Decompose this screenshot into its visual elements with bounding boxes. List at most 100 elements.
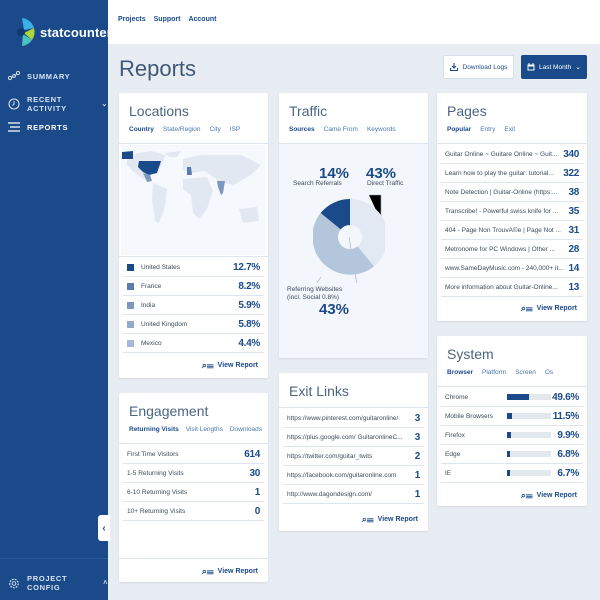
row-label: Mobile Browsers — [445, 412, 494, 420]
calendar-icon — [527, 63, 535, 71]
table-row[interactable]: Transcribe! - Powerful swiss knife for .… — [441, 202, 583, 221]
table-row[interactable]: Chrome 49.6% — [441, 388, 583, 407]
share-bar — [507, 451, 551, 457]
sidebar-item-label: PROJECT CONFIG — [27, 574, 68, 592]
tab-downloads[interactable]: Downloads — [229, 426, 263, 433]
row-label: Edge — [445, 450, 461, 458]
tab-keywords[interactable]: Keywords — [366, 126, 396, 133]
table-row[interactable]: 404 - Page Non TrouvÃ©e | Page Not ... 31 — [441, 221, 583, 240]
row-label: India — [141, 301, 156, 309]
table-row[interactable]: https://facebook.com/guitaronline.com 1 — [283, 466, 424, 485]
view-report-link[interactable]: ⌕☰ View Report — [362, 514, 418, 525]
tab-exit[interactable]: Exit — [504, 126, 516, 133]
table-row[interactable]: Edge 6.8% — [441, 445, 583, 464]
tab-entry[interactable]: Entry — [480, 126, 496, 133]
traffic-donut-chart[interactable] — [313, 191, 385, 283]
table-row[interactable]: United States 12.7% — [123, 258, 264, 277]
table-row[interactable]: First Time Visitors 614 — [123, 445, 264, 464]
period-label: Last Month — [538, 63, 572, 71]
legend-swatch — [127, 320, 134, 328]
download-logs-button[interactable]: Download Logs — [443, 55, 514, 79]
topnav-projects[interactable]: Projects — [118, 16, 146, 23]
topnav-support[interactable]: Support — [153, 16, 181, 23]
sidebar-item-project-config[interactable]: PROJECT CONFIG ˄ — [8, 574, 108, 592]
sidebar-item-label: SUMMARY — [27, 71, 71, 81]
table-row[interactable]: Mexico 4.4% — [123, 334, 264, 353]
tab-platform[interactable]: Platform — [482, 369, 507, 376]
report-icon: ⌕☰ — [361, 514, 374, 524]
tab-country[interactable]: Country — [129, 126, 154, 133]
logo[interactable]: statcounter — [8, 16, 112, 48]
sidebar-item-summary[interactable]: SUMMARY — [8, 70, 70, 82]
tab-returning-visits[interactable]: Returning Visits — [129, 426, 179, 433]
row-value: 12.7% — [233, 261, 260, 273]
table-row[interactable]: Firefox 9.9% — [441, 426, 583, 445]
sidebar-item-recent-activity[interactable]: RECENT ACTIVITY ⌄ — [8, 95, 108, 113]
row-value: 38 — [568, 186, 579, 198]
view-report-link[interactable]: ⌕☰ View Report — [521, 490, 577, 501]
row-label: https://www.pinterest.com/guitaronline/ — [287, 414, 399, 422]
table-row[interactable]: 6-10 Returning Visits 1 — [123, 483, 264, 502]
direct-traffic-value: 43% — [366, 165, 397, 182]
row-label: https://facebook.com/guitaronline.com — [287, 471, 397, 479]
row-value: 322 — [563, 167, 579, 179]
tab-isp[interactable]: ISP — [229, 126, 241, 133]
row-value: 1 — [414, 488, 421, 500]
row-label: Chrome — [445, 393, 469, 401]
row-value: 13 — [568, 281, 579, 293]
row-value: 28 — [568, 243, 579, 255]
chevron-down-icon: ⌄ — [101, 101, 108, 108]
table-row[interactable]: https://plus.google.com/ GuitaronlineC..… — [283, 428, 424, 447]
view-report-link[interactable]: ⌕☰ View Report — [202, 360, 258, 371]
table-row[interactable]: More information about Guitar-Online... 1… — [441, 278, 583, 297]
table-row[interactable]: https://twitter.com/guitar_twits 2 — [283, 447, 424, 466]
collapse-sidebar-button[interactable]: ‹ — [98, 515, 110, 541]
sidebar-item-reports[interactable]: REPORTS — [8, 121, 68, 133]
world-map[interactable] — [121, 145, 266, 255]
tab-screen[interactable]: Screen — [515, 369, 536, 376]
divider — [279, 143, 428, 144]
tab-popular[interactable]: Popular — [447, 126, 472, 133]
row-value: 11.5% — [552, 410, 580, 422]
divider — [119, 143, 268, 144]
legend-swatch — [127, 263, 134, 271]
table-row[interactable]: Mobile Browsers 11.5% — [441, 407, 583, 426]
row-value: 3 — [414, 431, 421, 443]
download-logs-label: Download Logs — [462, 63, 508, 71]
table-row[interactable]: Metronome for PC Windows | Other ... 28 — [441, 240, 583, 259]
table-row[interactable]: 1-5 Returning Visits 30 — [123, 464, 264, 483]
row-label: France — [141, 282, 162, 290]
table-row[interactable]: France 8.2% — [123, 277, 264, 296]
row-label: Mexico — [141, 339, 162, 347]
table-row[interactable]: Learn how to play the guitar: tutorial..… — [441, 164, 583, 183]
table-row[interactable]: Note Detection | Guitar-Online (https:..… — [441, 183, 583, 202]
row-label: IE — [445, 469, 452, 477]
table-row[interactable]: www.SameDayMusic.com - 240,000+ it... 14 — [441, 259, 583, 278]
referring-websites-label: Referring Websites — [287, 286, 343, 293]
topnav-account[interactable]: Account — [188, 16, 217, 23]
row-label: Transcribe! - Powerful swiss knife for .… — [445, 207, 559, 215]
period-dropdown[interactable]: Last Month ⌄ — [521, 55, 587, 79]
tab-sources[interactable]: Sources — [289, 126, 315, 133]
row-label: www.SameDayMusic.com - 240,000+ it... — [445, 264, 564, 272]
tab-os[interactable]: Os — [544, 369, 554, 376]
tab-browser[interactable]: Browser — [447, 369, 474, 376]
sidebar-item-label: REPORTS — [27, 122, 69, 132]
table-row[interactable]: http://www.dagondesign.com/1 — [283, 485, 424, 504]
view-report-link[interactable]: ⌕☰ View Report — [521, 303, 577, 314]
list-icon — [8, 121, 20, 133]
table-row[interactable]: https://www.pinterest.com/guitaronline/3 — [283, 409, 424, 428]
table-row[interactable]: 10+ Returning Visits 0 — [123, 502, 264, 521]
tab-visit-lengths[interactable]: Visit Lengths — [185, 426, 223, 433]
chevron-up-icon: ˄ — [103, 579, 108, 587]
row-value: 0 — [254, 505, 261, 517]
tab-came-from[interactable]: Came From — [323, 126, 358, 133]
legend-swatch — [127, 339, 134, 347]
table-row[interactable]: Guitar Online ~ Guitare Online ~ Guit...… — [441, 145, 583, 164]
tab-state-region[interactable]: State/Region — [162, 126, 201, 133]
view-report-link[interactable]: ⌕☰ View Report — [202, 566, 258, 577]
table-row[interactable]: IE 6.7% — [441, 464, 583, 483]
table-row[interactable]: India 5.9% — [123, 296, 264, 315]
tab-city[interactable]: City — [209, 126, 221, 133]
table-row[interactable]: United Kingdom 5.8% — [123, 315, 264, 334]
